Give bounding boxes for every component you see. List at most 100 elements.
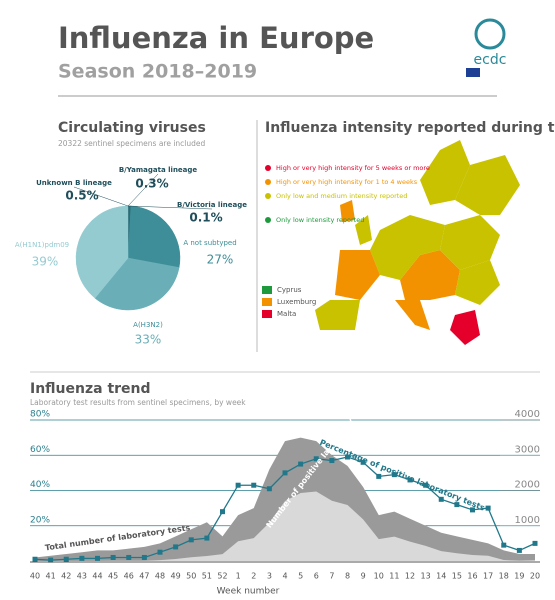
marker: [407, 477, 413, 483]
x-tick-label: 45: [108, 572, 118, 581]
pie-title: Circulating viruses: [58, 120, 206, 136]
x-tick-label: 3: [267, 572, 272, 581]
x-tick-label: 18: [499, 572, 509, 581]
marker: [48, 557, 54, 563]
marker: [126, 554, 132, 560]
marker: [173, 544, 179, 550]
legend-dot: [265, 179, 271, 185]
logo: ecdc: [466, 18, 507, 77]
marker: [329, 458, 335, 464]
marker: [157, 549, 163, 555]
x-tick-label: 16: [467, 572, 477, 581]
legend-label: Only low intensity reported: [276, 216, 364, 224]
x-tick-label: 40: [30, 572, 40, 581]
marker: [391, 472, 397, 478]
marker: [220, 509, 225, 515]
map: [315, 140, 520, 345]
y2-tick-label: 2000: [515, 480, 540, 491]
pie-slice: [94, 257, 180, 311]
x-tick-label: 49: [171, 572, 181, 581]
marker: [110, 554, 116, 560]
legend-label: High or very high intensity for 5 weeks …: [276, 164, 430, 172]
x-tick-label: 2: [251, 572, 256, 581]
legend-label: Luxemburg: [277, 298, 316, 306]
map-legend: High or very high intensity for 5 weeks …: [262, 164, 430, 318]
legend-label: Only low and medium intensity reported: [276, 192, 407, 200]
marker: [438, 496, 444, 502]
x-tick-label: 7: [329, 572, 334, 581]
marker: [251, 482, 257, 488]
slice-value: 0.3%: [135, 177, 168, 191]
marker: [454, 502, 460, 508]
x-tick-label: 11: [389, 572, 399, 581]
slice-value: 0.1%: [189, 211, 222, 225]
x-tick-label: 9: [361, 572, 366, 581]
trend-title: Influenza trend: [30, 381, 151, 397]
marker: [501, 542, 507, 548]
marker: [376, 473, 382, 479]
marker: [266, 486, 272, 492]
marker: [95, 555, 100, 561]
y2-tick-label: 1000: [515, 515, 540, 526]
marker: [516, 547, 522, 553]
x-tick-label: 52: [217, 572, 227, 581]
slice-value: 33%: [135, 333, 162, 347]
x-tick-label: 4: [282, 572, 287, 581]
marker: [345, 454, 350, 460]
pie-slice: [127, 205, 181, 268]
slice-label: Unknown B lineage: [36, 179, 112, 187]
slice-label: B/Yamagata lineage: [119, 166, 198, 174]
slice-value: 39%: [32, 255, 59, 269]
marker: [298, 461, 304, 467]
y-tick-label: 20%: [30, 515, 50, 525]
x-tick-label: 48: [155, 572, 165, 581]
x-tick-label: 47: [139, 572, 149, 581]
legend-dot: [265, 217, 271, 223]
marker: [141, 554, 147, 560]
x-tick-label: 8: [345, 572, 350, 581]
x-tick-label: 44: [92, 572, 102, 581]
x-tick-label: 43: [77, 572, 87, 581]
marker: [532, 540, 538, 546]
marker: [32, 556, 38, 562]
marker: [235, 482, 241, 488]
legend-label: Cyprus: [277, 286, 302, 294]
marker: [313, 456, 319, 462]
marker: [360, 459, 366, 465]
slice-value: 27%: [207, 253, 234, 267]
slice-label: A(H3N2): [133, 321, 163, 329]
leader-line: [127, 173, 159, 207]
legend-swatch: [262, 298, 272, 306]
legend-dot: [265, 193, 271, 199]
x-axis-label: Week number: [217, 587, 280, 597]
legend-dot: [265, 165, 271, 171]
x-tick-label: 17: [483, 572, 493, 581]
y2-tick-label: 3000: [515, 444, 540, 455]
x-tick-label: 10: [374, 572, 384, 581]
slice-label: A not subtyped: [183, 239, 236, 247]
x-tick-label: 51: [202, 572, 212, 581]
x-tick-label: 12: [405, 572, 415, 581]
y-tick-label: 80%: [30, 410, 50, 420]
marker: [63, 556, 69, 562]
legend-swatch: [262, 310, 272, 318]
marker: [79, 555, 85, 561]
logo-text: ecdc: [474, 52, 507, 68]
x-tick-label: 42: [61, 572, 71, 581]
y-tick-label: 60%: [30, 445, 50, 455]
marker: [485, 505, 491, 511]
x-tick-label: 13: [421, 572, 431, 581]
area: [35, 437, 535, 561]
subtitle: Season 2018–2019: [58, 61, 257, 83]
pie-slice: [75, 205, 129, 299]
legend-swatch: [262, 286, 272, 294]
y-tick-label: 40%: [30, 480, 50, 490]
x-tick-label: 14: [436, 572, 446, 581]
marker: [470, 507, 475, 513]
marker: [282, 470, 288, 476]
x-tick-label: 50: [186, 572, 196, 581]
x-tick-label: 41: [46, 572, 56, 581]
area: [35, 491, 535, 561]
slice-value: 0.5%: [65, 189, 98, 203]
